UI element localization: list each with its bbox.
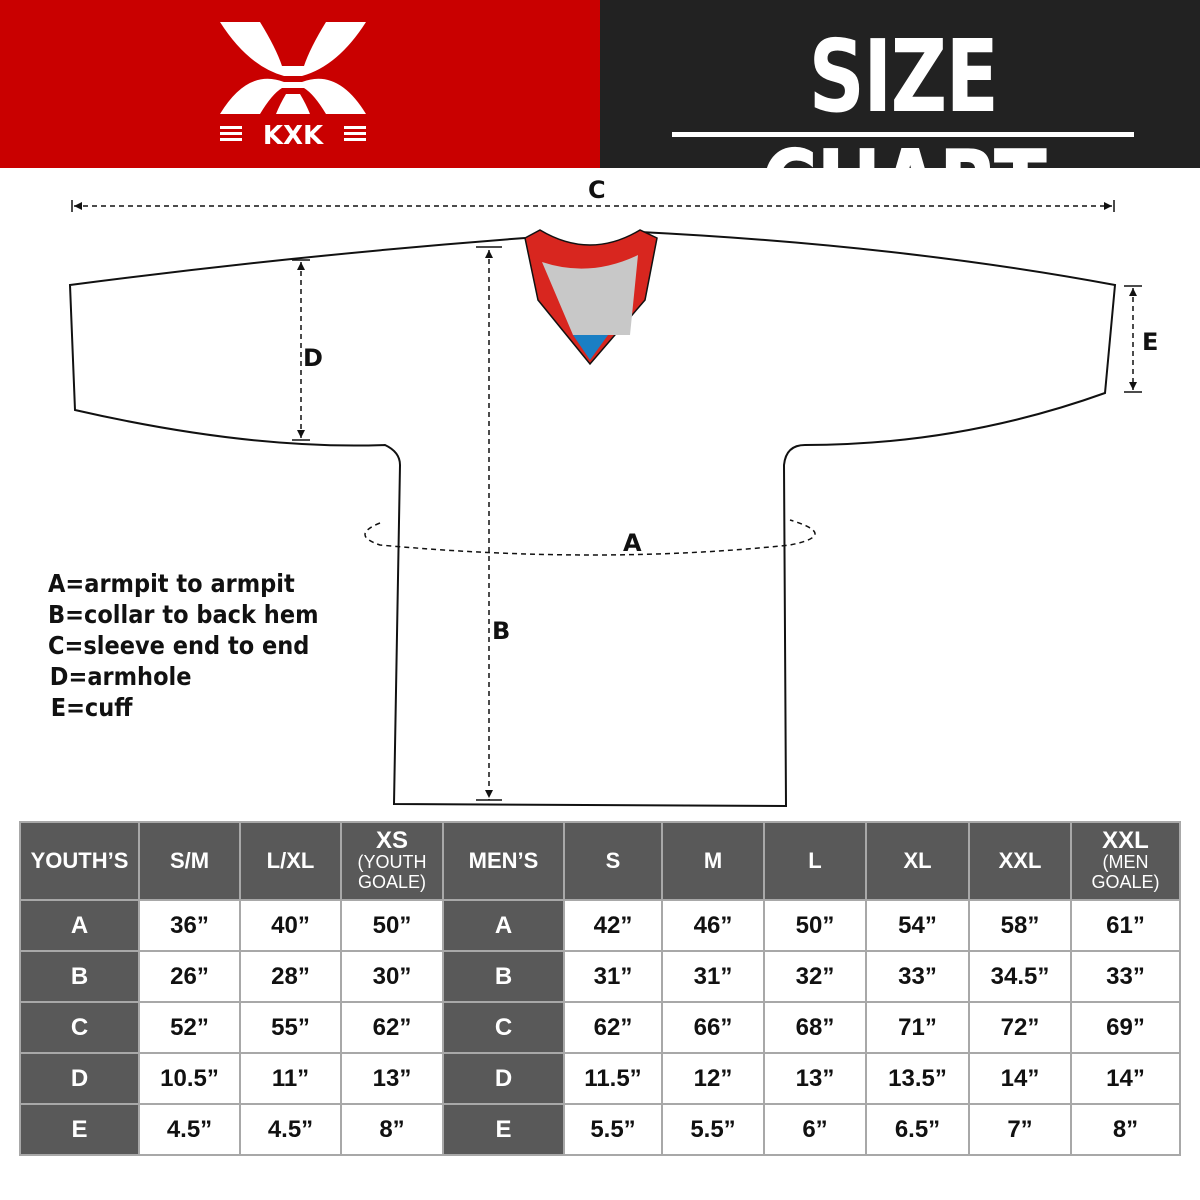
row-label: D [442,1052,565,1105]
jersey-diagram [68,200,1142,808]
measurement-cell: 55” [239,1001,342,1054]
size-header: S/M [138,821,241,901]
label-b: B [492,617,511,645]
measurement-cell: 11” [239,1052,342,1105]
measurement-cell: 14” [968,1052,1072,1105]
measurement-cell: 13.5” [865,1052,970,1105]
measurement-cell: 6.5” [865,1103,970,1156]
size-header-main: XS [375,827,408,854]
measurement-cell: 10.5” [138,1052,241,1105]
row-label: E [19,1103,140,1156]
measurement-cell: 52” [138,1001,241,1054]
youth-header: YOUTH’S [19,821,140,901]
legend-item: D=armhole [49,662,192,691]
measurement-cell: 31” [563,950,663,1003]
measurement-cell: 40” [239,899,342,952]
measurement-cell: 13” [763,1052,867,1105]
size-header: XS (YOUTH GOALE) [340,821,444,901]
size-header-sub: (MEN GOALE) [1091,852,1160,892]
row-label: B [19,950,140,1003]
label-c: C [588,176,606,204]
measurement-cell: 32” [763,950,867,1003]
measurement-cell: 68” [763,1001,867,1054]
measurement-cell: 30” [340,950,444,1003]
row-label: B [442,950,565,1003]
size-header: XL [865,821,970,901]
size-header: XXL (MEN GOALE) [1070,821,1181,901]
page-title: SIZE CHART [760,18,1047,245]
measurement-cell: 4.5” [239,1103,342,1156]
row-label: C [442,1001,565,1054]
table-row: A 36” 40” 50” A 42” 46” 50” 54” 58” 61” [19,899,1181,952]
size-header: S [563,821,663,901]
measurement-cell: 62” [563,1001,663,1054]
measurement-cell: 12” [661,1052,765,1105]
row-label: E [442,1103,565,1156]
size-header: XXL [968,821,1072,901]
measurement-cell: 50” [763,899,867,952]
measurement-cell: 69” [1070,1001,1181,1054]
measurement-cell: 62” [340,1001,444,1054]
row-label: A [19,899,140,952]
measurement-cell: 71” [865,1001,970,1054]
row-label: D [19,1052,140,1105]
measurement-legend: A=armpit to armpit B=collar to back hem … [48,568,319,723]
table-header-row: YOUTH’S S/M L/XL XS (YOUTH GOALE) MEN’S S M L XL X… [19,821,1181,901]
measurement-cell: 7” [968,1103,1072,1156]
measurement-cell: 4.5” [138,1103,241,1156]
table-row: D 10.5” 11” 13” D 11.5” 12” 13” 13.5” 14” 14” [19,1052,1181,1105]
row-label: C [19,1001,140,1054]
measurement-cell: 11.5” [563,1052,663,1105]
measurement-cell: 66” [661,1001,765,1054]
measurement-cell: 31” [661,950,765,1003]
measurement-cell: 58” [968,899,1072,952]
table-row: B 26” 28” 30” B 31” 31” 32” 33” 34.5” 33” [19,950,1181,1003]
measurement-cell: 42” [563,899,663,952]
measurement-cell: 50” [340,899,444,952]
measurement-cell: 36” [138,899,241,952]
table-row: C 52” 55” 62” C 62” 66” 68” 71” 72” 69” [19,1001,1181,1054]
measurement-cell: 33” [1070,950,1181,1003]
label-d: D [303,344,323,372]
size-table: YOUTH’S S/M L/XL XS (YOUTH GOALE) MEN’S S M L XL X… [19,821,1181,1156]
measurement-cell: 34.5” [968,950,1072,1003]
kxk-logo: KXK [220,22,366,148]
legend-item: C=sleeve end to end [48,631,310,660]
measurement-cell: 54” [865,899,970,952]
size-header: M [661,821,765,901]
size-header: L [763,821,867,901]
measurement-cell: 72” [968,1001,1072,1054]
measurement-cell: 61” [1070,899,1181,952]
measurement-cell: 13” [340,1052,444,1105]
measurement-cell: 8” [340,1103,444,1156]
measurement-cell: 6” [763,1103,867,1156]
size-header-sub: (YOUTH GOALE) [357,852,427,892]
size-header: L/XL [239,821,342,901]
measurement-cell: 46” [661,899,765,952]
title-banner [600,0,1200,168]
measurement-cell: 5.5” [661,1103,765,1156]
label-a: A [623,529,642,557]
measurement-cell: 5.5” [563,1103,663,1156]
measurement-cell: 26” [138,950,241,1003]
legend-item: A=armpit to armpit [48,569,295,598]
legend-item: B=collar to back hem [48,600,319,629]
measurement-cell: 8” [1070,1103,1181,1156]
label-e: E [1142,328,1159,356]
measurement-cell: 33” [865,950,970,1003]
row-label: A [442,899,565,952]
size-header-main: XXL [1102,827,1149,854]
men-header: MEN’S [442,821,565,901]
title-underline [672,132,1134,137]
legend-item: E=cuff [50,693,133,722]
measurement-cell: 14” [1070,1052,1181,1105]
logo-text: KXK [263,121,324,148]
table-row: E 4.5” 4.5” 8” E 5.5” 5.5” 6” 6.5” 7” 8” [19,1103,1181,1156]
measurement-cell: 28” [239,950,342,1003]
